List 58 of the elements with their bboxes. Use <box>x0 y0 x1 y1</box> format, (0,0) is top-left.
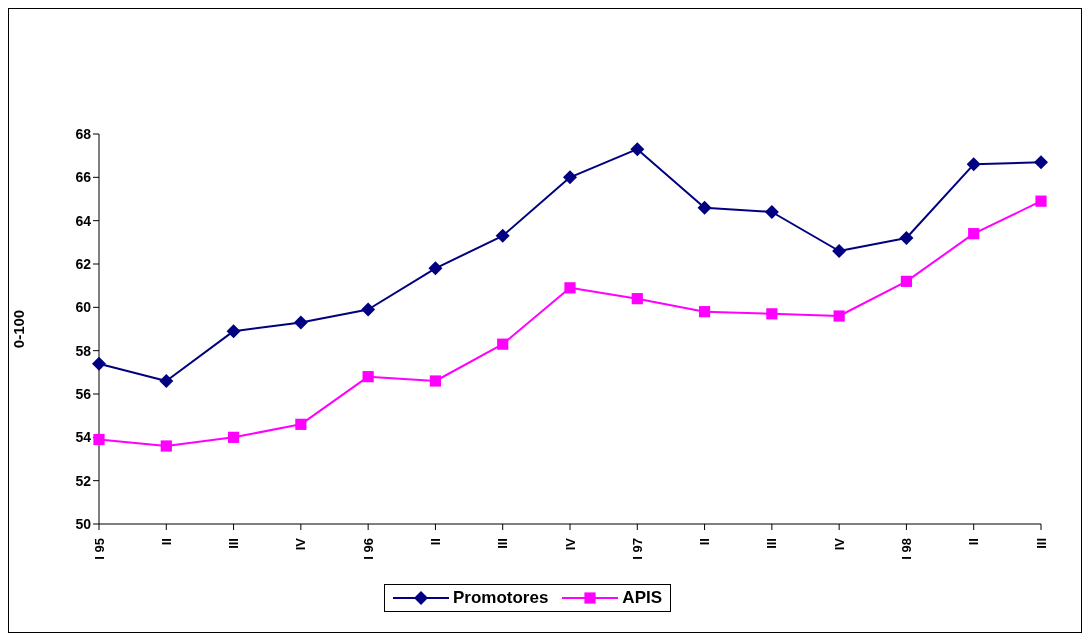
point <box>968 228 980 240</box>
x-tick-label: I 98 <box>898 538 914 560</box>
point <box>564 282 576 294</box>
point <box>160 440 172 452</box>
x-tick-label: III <box>495 538 511 549</box>
point <box>832 244 847 258</box>
x-tick-label: IV <box>562 537 578 551</box>
x-tick-label: I 95 <box>91 538 107 560</box>
point <box>1035 195 1047 207</box>
point <box>295 418 307 430</box>
point <box>764 205 779 219</box>
y-tick-label: 52 <box>75 472 92 489</box>
point <box>362 371 374 383</box>
x-tick-label: III <box>1033 538 1049 549</box>
point <box>293 315 308 330</box>
point <box>226 324 241 339</box>
point <box>159 374 174 388</box>
point <box>631 293 643 305</box>
x-tick-label: III <box>226 538 242 549</box>
y-tick-label: 68 <box>75 125 92 142</box>
y-tick-label: 56 <box>75 385 92 402</box>
point <box>428 261 443 276</box>
y-tick-label: 58 <box>75 342 92 359</box>
point <box>495 228 510 243</box>
x-tick-label: IV <box>293 537 309 551</box>
point <box>361 302 376 317</box>
point <box>92 356 106 371</box>
point <box>966 157 981 172</box>
y-tick-label: 62 <box>75 255 92 272</box>
legend-label: Promotores <box>452 588 549 608</box>
point <box>766 308 778 320</box>
point <box>429 375 442 387</box>
y-axis-title: 0-100 <box>10 309 28 349</box>
point <box>630 142 645 157</box>
x-tick-label: I 96 <box>360 538 376 560</box>
y-tick-label: 60 <box>75 299 92 316</box>
x-tick-label: III <box>764 538 780 549</box>
y-tick-label: 64 <box>75 212 92 229</box>
point <box>900 275 913 287</box>
point <box>563 170 577 185</box>
point <box>698 306 711 318</box>
point <box>833 310 845 322</box>
x-tick-label: I 97 <box>629 538 645 560</box>
y-tick-label: 50 <box>75 515 92 532</box>
point <box>697 200 712 215</box>
x-tick-label: IV <box>831 537 847 551</box>
x-tick-label: II <box>158 538 174 546</box>
y-tick-label: 54 <box>75 429 92 446</box>
point <box>227 431 240 443</box>
point <box>497 338 509 350</box>
y-tick-label: 66 <box>75 169 92 186</box>
x-tick-label: II <box>427 538 443 546</box>
x-tick-label: II <box>966 538 982 546</box>
point <box>1034 155 1048 170</box>
point <box>899 231 914 245</box>
legend-label: APIS <box>622 588 663 608</box>
point <box>93 433 105 446</box>
x-tick-label: II <box>697 538 713 546</box>
